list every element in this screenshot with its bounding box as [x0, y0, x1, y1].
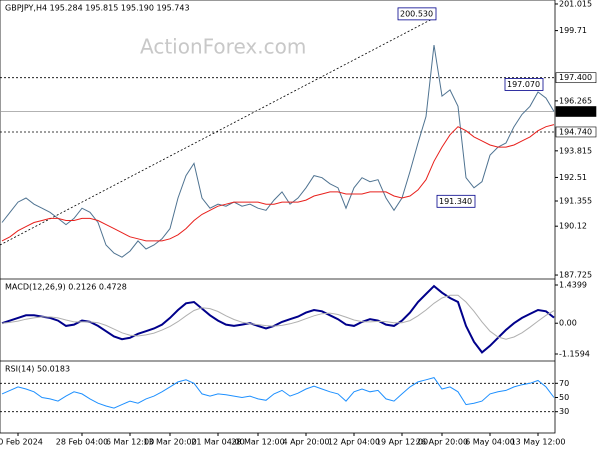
y-tick-label: 0.00 — [559, 319, 577, 328]
level-label-box — [555, 106, 597, 117]
annotation-box — [504, 78, 544, 91]
series-line — [1, 284, 555, 354]
y-tick-label: 187.725 — [559, 271, 592, 280]
x-tick-label: 19 Apr 12:00 — [376, 438, 428, 447]
x-tick-label: 13 May 12:00 — [511, 438, 566, 447]
x-tick-label: 21 Mar 04:00 — [191, 438, 244, 447]
y-tick-label: 193.815 — [559, 146, 592, 155]
x-tick-label: 28 Feb 04:00 — [56, 438, 108, 447]
series-line — [1, 45, 555, 258]
macd-title: MACD(12,26,9) 0.2126 0.4728 — [5, 283, 127, 292]
y-tick-label: 196.265 — [559, 96, 592, 105]
annotation-label: 197.070 — [507, 80, 540, 89]
y-tick-label: 199.71 — [559, 26, 587, 35]
x-tick-label: 4 Apr 20:00 — [282, 438, 329, 447]
y-tick-label: 70 — [559, 379, 569, 388]
y-tick-label: 30 — [559, 407, 569, 416]
y-tick-label: 192.51 — [559, 173, 587, 182]
level-label-box — [555, 126, 597, 138]
y-tick-label: 50 — [559, 393, 569, 402]
level-label: 194.740 — [559, 127, 592, 136]
y-tick-label: 201.015 — [559, 0, 592, 8]
y-tick-label: 190.12 — [559, 222, 587, 231]
x-tick-label: 26 Apr 20:00 — [416, 438, 468, 447]
x-tick-label: 12 Apr 04:00 — [328, 438, 380, 447]
level-label: 197.400 — [559, 73, 592, 82]
chart-title: GBPJPY,H4 195.284 195.815 195.190 195.74… — [5, 4, 190, 13]
annotation-box — [436, 194, 476, 208]
x-tick-label: 6 May 04:00 — [465, 438, 515, 447]
level-label-box — [555, 72, 597, 84]
x-tick-label: 6 Mar 12:00 — [106, 438, 154, 447]
y-tick-label: 191.355 — [559, 197, 592, 206]
annotation-box — [397, 7, 437, 21]
annotation-label: 191.340 — [439, 197, 472, 206]
series-line — [1, 294, 555, 340]
watermark: ActionForex.com — [140, 35, 306, 59]
rsi-title: RSI(14) 50.0183 — [5, 365, 70, 374]
annotation-label: 200.530 — [400, 9, 433, 18]
x-tick-label: 28 Mar 12:00 — [231, 438, 284, 447]
level-label: 195.743 — [559, 107, 592, 116]
y-tick-label: 1.4399 — [559, 280, 587, 289]
plot-frame — [0, 0, 556, 434]
series-line — [1, 377, 555, 409]
series-line — [1, 124, 555, 242]
x-tick-label: 13 Mar 20:00 — [143, 438, 196, 447]
y-tick-label: -1.1594 — [559, 350, 590, 359]
x-tick-label: 20 Feb 2024 — [0, 438, 43, 447]
